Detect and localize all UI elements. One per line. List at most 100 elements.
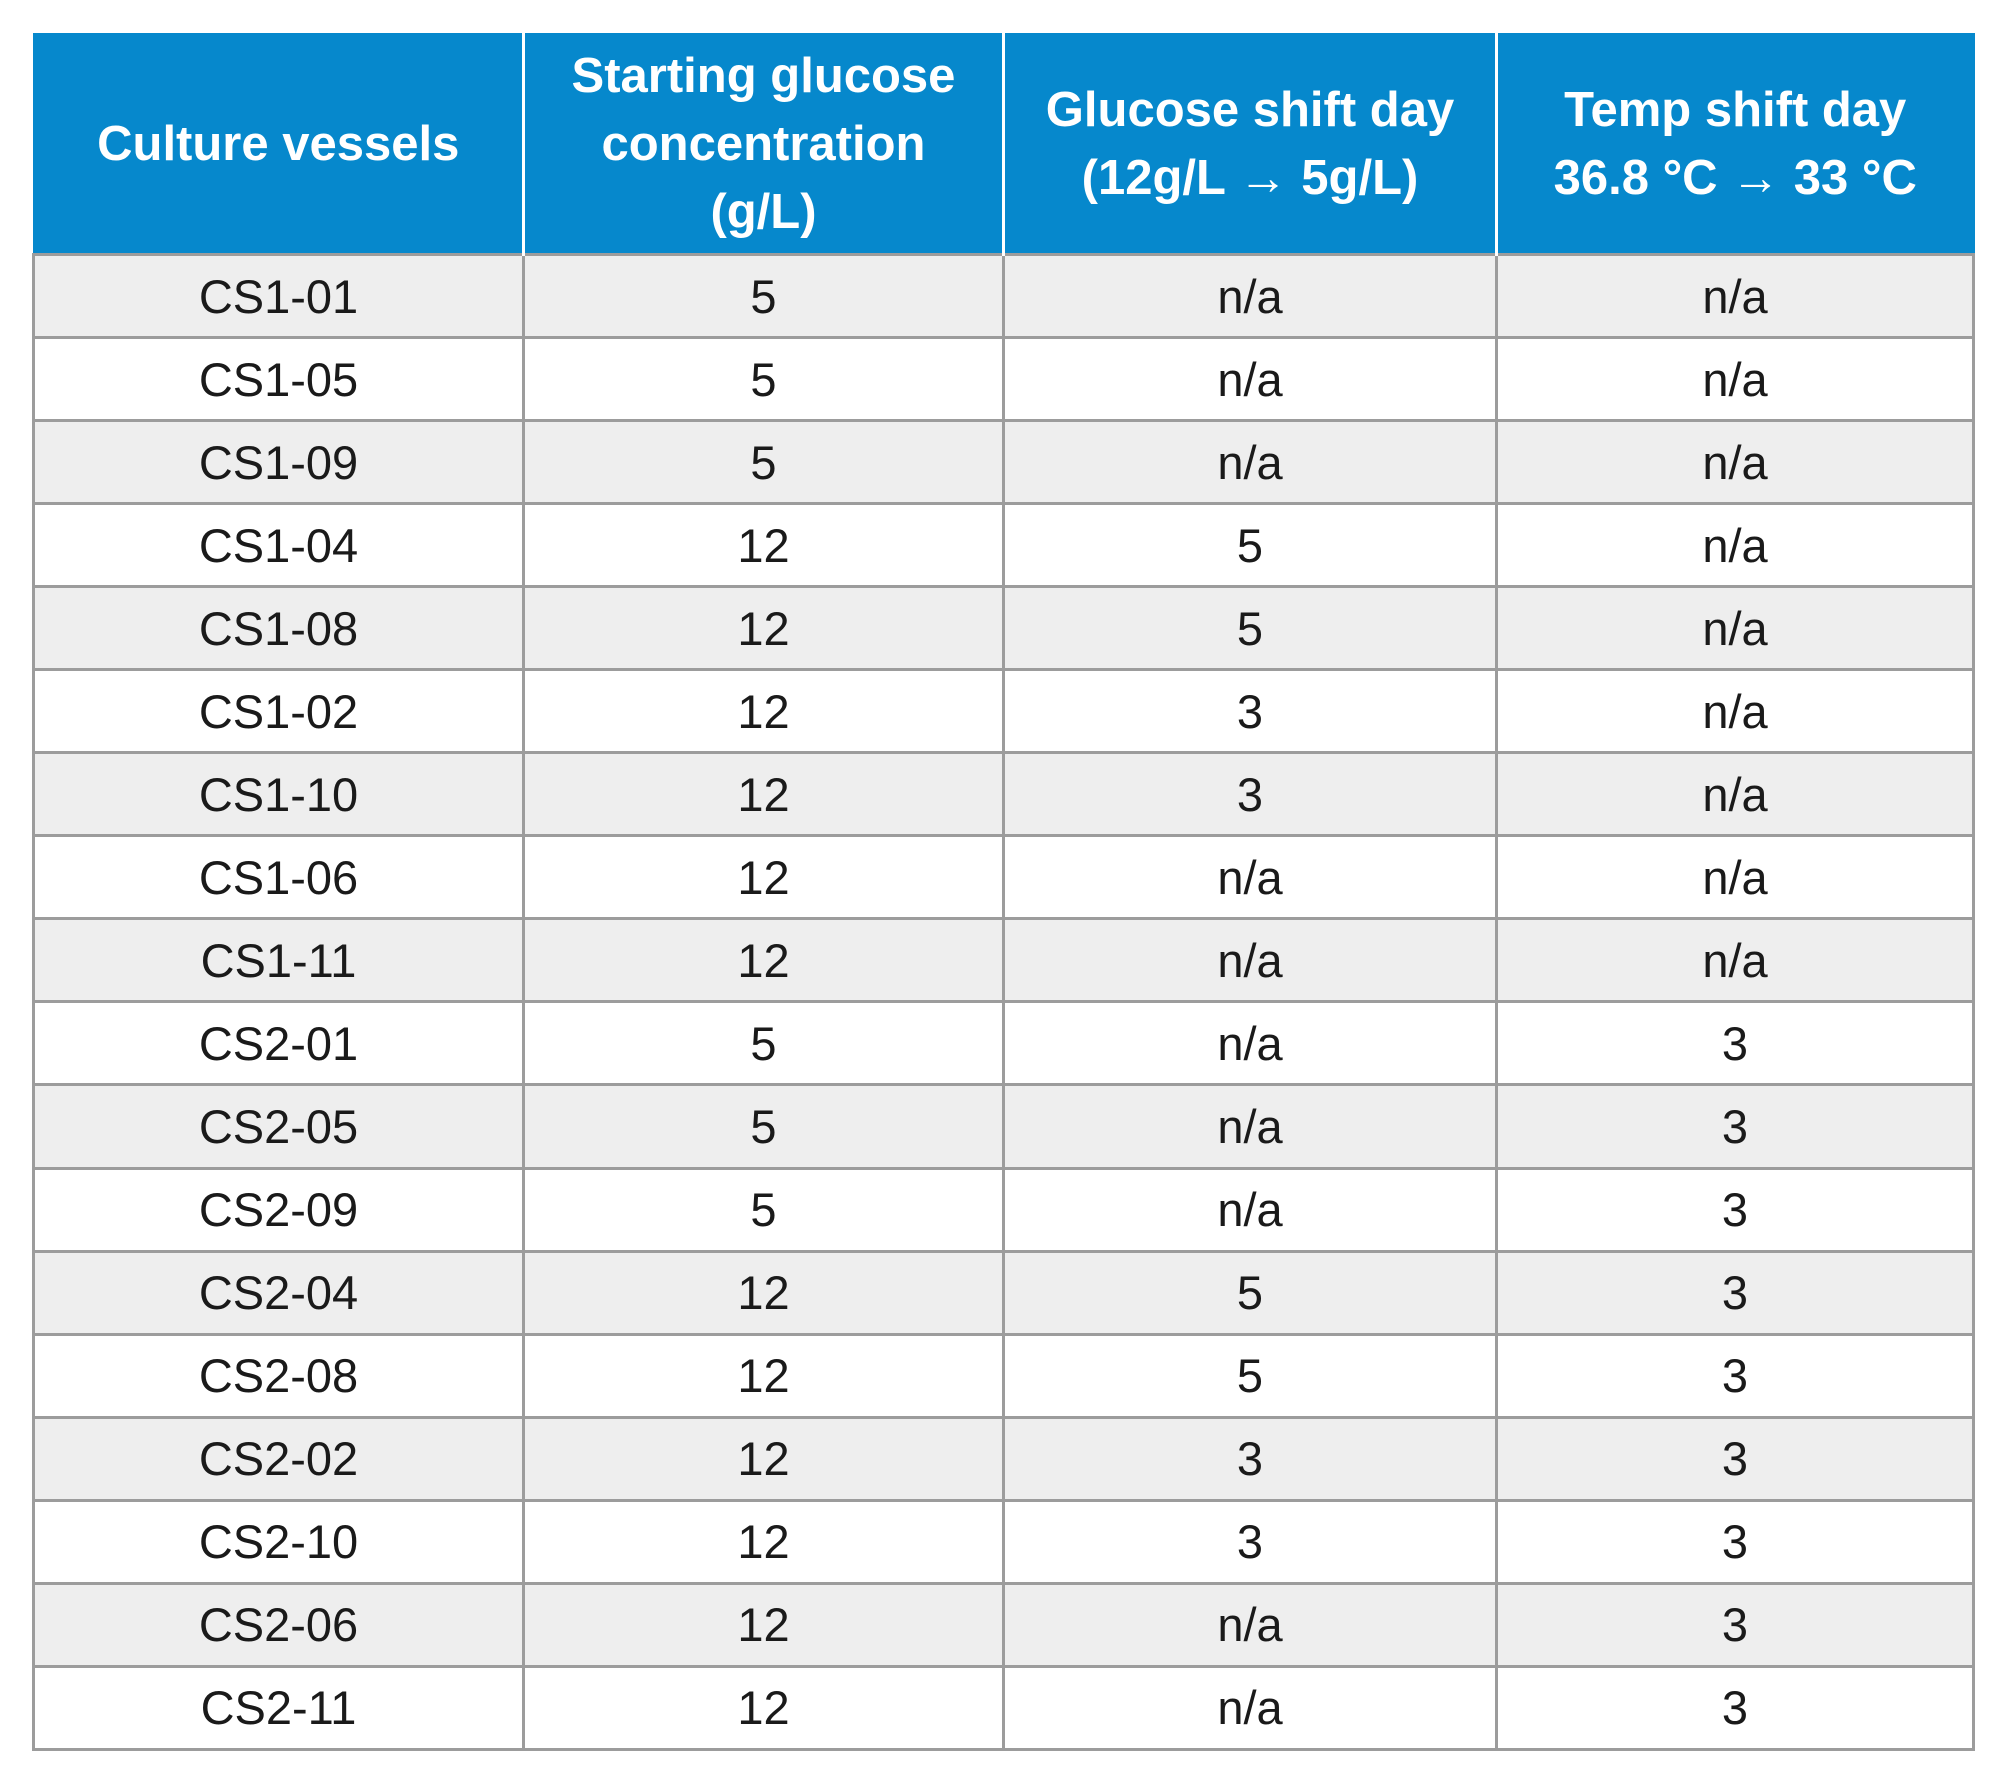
culture-vessels-table-container: Culture vessels Starting glucose concent…	[32, 33, 1975, 1752]
table-row: CS2-09 5 n/a 3	[32, 1166, 1975, 1253]
cell-starting-glucose: 5	[522, 1000, 1005, 1087]
cell-glucose-shift-day: 3	[1002, 1415, 1498, 1502]
cell-culture-vessel: CS2-09	[32, 1166, 525, 1253]
header-row: Culture vessels Starting glucose concent…	[32, 33, 1975, 256]
header-starting-glucose: Starting glucose concentration (g/L)	[522, 33, 1005, 256]
header-glucose-shift-day: Glucose shift day (12g/L → 5g/L)	[1002, 33, 1498, 256]
cell-starting-glucose: 12	[522, 1332, 1005, 1419]
cell-culture-vessel: CS2-10	[32, 1498, 525, 1585]
cell-glucose-shift-day: 3	[1002, 751, 1498, 838]
culture-vessels-table: Culture vessels Starting glucose concent…	[32, 33, 1975, 1752]
cell-temp-shift-day: 3	[1495, 1664, 1975, 1752]
cell-starting-glucose: 12	[522, 502, 1005, 589]
cell-temp-shift-day: n/a	[1495, 419, 1975, 506]
cell-temp-shift-day: 3	[1495, 1332, 1975, 1419]
cell-glucose-shift-day: n/a	[1002, 1664, 1498, 1752]
cell-glucose-shift-day: n/a	[1002, 419, 1498, 506]
cell-culture-vessel: CS2-02	[32, 1415, 525, 1502]
table-row: CS2-08 12 5 3	[32, 1332, 1975, 1419]
cell-temp-shift-day: 3	[1495, 1166, 1975, 1253]
table-row: CS1-11 12 n/a n/a	[32, 917, 1975, 1004]
cell-culture-vessel: CS1-02	[32, 668, 525, 755]
cell-starting-glucose: 12	[522, 1664, 1005, 1752]
header-culture-vessels-line: Culture vessels	[97, 117, 460, 171]
cell-temp-shift-day: 3	[1495, 1249, 1975, 1336]
cell-glucose-shift-day: 5	[1002, 502, 1498, 589]
cell-glucose-shift-day: 5	[1002, 1249, 1498, 1336]
cell-temp-shift-day: n/a	[1495, 585, 1975, 672]
cell-temp-shift-day: n/a	[1495, 917, 1975, 1004]
cell-glucose-shift-day: 3	[1002, 668, 1498, 755]
table-header: Culture vessels Starting glucose concent…	[32, 33, 1975, 256]
table-row: CS2-10 12 3 3	[32, 1498, 1975, 1585]
cell-temp-shift-day: n/a	[1495, 502, 1975, 589]
cell-culture-vessel: CS2-06	[32, 1581, 525, 1668]
cell-glucose-shift-day: n/a	[1002, 917, 1498, 1004]
table-body: CS1-01 5 n/a n/a CS1-05 5 n/a n/a CS1-09 5 n/a n/a C…	[32, 252, 1975, 1752]
cell-glucose-shift-day: n/a	[1002, 834, 1498, 921]
cell-temp-shift-day: n/a	[1495, 834, 1975, 921]
cell-culture-vessel: CS1-09	[32, 419, 525, 506]
cell-temp-shift-day: n/a	[1495, 751, 1975, 838]
header-starting-glucose-line-3: (g/L)	[710, 185, 817, 239]
cell-starting-glucose: 12	[522, 585, 1005, 672]
cell-glucose-shift-day: n/a	[1002, 1000, 1498, 1087]
cell-culture-vessel: CS1-05	[32, 336, 525, 423]
cell-starting-glucose: 5	[522, 1083, 1005, 1170]
cell-temp-shift-day: 3	[1495, 1083, 1975, 1170]
cell-starting-glucose: 12	[522, 1581, 1005, 1668]
cell-glucose-shift-day: n/a	[1002, 252, 1498, 340]
cell-glucose-shift-day: 5	[1002, 585, 1498, 672]
table-row: CS1-08 12 5 n/a	[32, 585, 1975, 672]
cell-temp-shift-day: 3	[1495, 1415, 1975, 1502]
table-row: CS1-05 5 n/a n/a	[32, 336, 1975, 423]
cell-culture-vessel: CS1-08	[32, 585, 525, 672]
cell-starting-glucose: 12	[522, 751, 1005, 838]
cell-culture-vessel: CS2-04	[32, 1249, 525, 1336]
cell-culture-vessel: CS1-10	[32, 751, 525, 838]
header-temp-shift-day-line-2: 36.8 °C → 33 °C	[1553, 151, 1917, 205]
cell-glucose-shift-day: n/a	[1002, 1166, 1498, 1253]
table-row: CS1-02 12 3 n/a	[32, 668, 1975, 755]
cell-starting-glucose: 12	[522, 1249, 1005, 1336]
table-row: CS1-10 12 3 n/a	[32, 751, 1975, 838]
header-glucose-shift-day-line-2: (12g/L → 5g/L)	[1081, 151, 1419, 205]
cell-temp-shift-day: 3	[1495, 1581, 1975, 1668]
table-row: CS2-05 5 n/a 3	[32, 1083, 1975, 1170]
cell-temp-shift-day: n/a	[1495, 252, 1975, 340]
cell-culture-vessel: CS1-06	[32, 834, 525, 921]
cell-starting-glucose: 5	[522, 419, 1005, 506]
cell-starting-glucose: 5	[522, 1166, 1005, 1253]
cell-starting-glucose: 12	[522, 1498, 1005, 1585]
cell-temp-shift-day: 3	[1495, 1000, 1975, 1087]
cell-glucose-shift-day: 3	[1002, 1498, 1498, 1585]
cell-starting-glucose: 12	[522, 834, 1005, 921]
table-row: CS2-06 12 n/a 3	[32, 1581, 1975, 1668]
header-temp-shift-day: Temp shift day 36.8 °C → 33 °C	[1495, 33, 1975, 256]
cell-culture-vessel: CS2-05	[32, 1083, 525, 1170]
cell-glucose-shift-day: 5	[1002, 1332, 1498, 1419]
cell-culture-vessel: CS2-11	[32, 1664, 525, 1752]
cell-glucose-shift-day: n/a	[1002, 1083, 1498, 1170]
cell-temp-shift-day: 3	[1495, 1498, 1975, 1585]
table-row: CS1-04 12 5 n/a	[32, 502, 1975, 589]
cell-glucose-shift-day: n/a	[1002, 336, 1498, 423]
table-row: CS2-01 5 n/a 3	[32, 1000, 1975, 1087]
table-row: CS1-01 5 n/a n/a	[32, 252, 1975, 340]
cell-glucose-shift-day: n/a	[1002, 1581, 1498, 1668]
table-row: CS1-06 12 n/a n/a	[32, 834, 1975, 921]
header-starting-glucose-line-1: Starting glucose	[571, 49, 956, 103]
cell-starting-glucose: 5	[522, 252, 1005, 340]
cell-culture-vessel: CS1-04	[32, 502, 525, 589]
header-glucose-shift-day-line-1: Glucose shift day	[1045, 83, 1455, 137]
cell-starting-glucose: 12	[522, 1415, 1005, 1502]
header-temp-shift-day-line-1: Temp shift day	[1564, 83, 1907, 137]
cell-starting-glucose: 5	[522, 336, 1005, 423]
cell-culture-vessel: CS2-01	[32, 1000, 525, 1087]
cell-culture-vessel: CS1-01	[32, 252, 525, 340]
header-starting-glucose-line-2: concentration	[601, 117, 926, 171]
cell-temp-shift-day: n/a	[1495, 668, 1975, 755]
table-row: CS2-04 12 5 3	[32, 1249, 1975, 1336]
cell-starting-glucose: 12	[522, 917, 1005, 1004]
table-row: CS2-02 12 3 3	[32, 1415, 1975, 1502]
